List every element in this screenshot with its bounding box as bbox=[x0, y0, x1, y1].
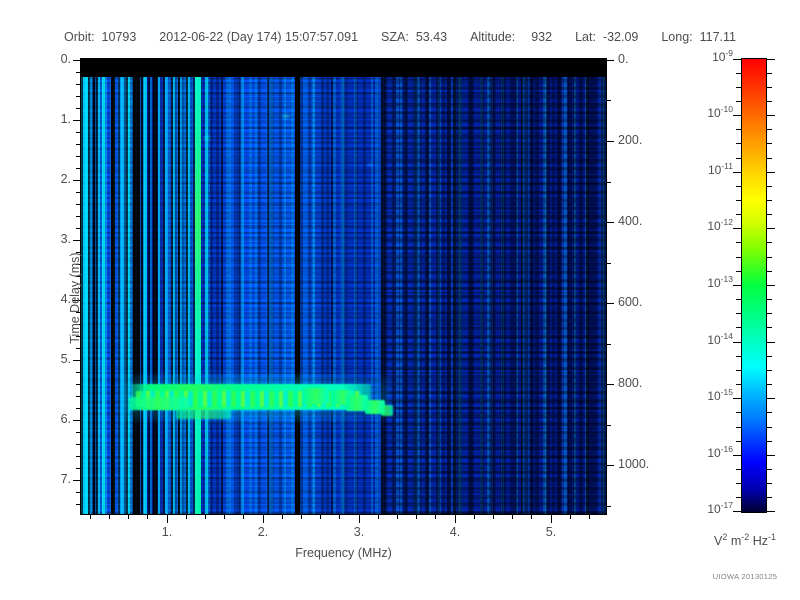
datetime-value: 2012-06-22 (Day 174) 15:07:57.091 bbox=[159, 30, 359, 44]
interference-column bbox=[586, 77, 589, 514]
colorbar-tick-label: 10-17 bbox=[707, 500, 733, 516]
high-frequency-dark-region bbox=[381, 77, 606, 514]
y-right-tick-label: 0. bbox=[618, 52, 629, 66]
interference-column bbox=[111, 77, 115, 514]
y-left-tick-label: 5. bbox=[60, 352, 71, 366]
y-axis-title: Time Delay (ms) bbox=[68, 252, 82, 344]
figure-header: Orbit: 10793 2012-06-22 (Day 174) 15:07:… bbox=[0, 30, 800, 44]
x-axis-major-tick bbox=[167, 514, 168, 523]
y-left-tick-label: 0. bbox=[60, 52, 71, 66]
sza-label: SZA: bbox=[381, 30, 409, 44]
interference-column bbox=[85, 77, 88, 514]
colorbar-tick-label: 10-16 bbox=[707, 444, 733, 460]
y-right-tick-label: 1000. bbox=[618, 457, 650, 471]
y-right-tick-label: 200. bbox=[618, 133, 643, 147]
echo-trace-fragment bbox=[129, 397, 189, 410]
y2-axis-major-tick bbox=[606, 60, 614, 61]
interference-column bbox=[153, 77, 157, 514]
spectrogram-image bbox=[81, 59, 606, 514]
lat-label: Lat: bbox=[575, 30, 596, 44]
y2-axis-major-tick bbox=[606, 222, 614, 223]
x-tick-label: 4. bbox=[449, 525, 461, 539]
colorbar-tick-label: 10-14 bbox=[707, 331, 733, 347]
interference-column bbox=[221, 77, 223, 514]
x-axis-title: Frequency (MHz) bbox=[295, 546, 392, 560]
x-tick-label: 5. bbox=[545, 525, 557, 539]
x-axis-major-tick bbox=[551, 514, 552, 523]
credit-label: UIOWA 20130125 bbox=[712, 572, 778, 581]
echo-trace-fragment bbox=[303, 388, 329, 404]
interference-column bbox=[121, 77, 124, 514]
interference-column bbox=[205, 77, 208, 514]
y2-axis-major-tick bbox=[606, 384, 614, 385]
colorbar-tick-label: 10-13 bbox=[707, 274, 733, 290]
y-right-tick-label: 600. bbox=[618, 295, 643, 309]
y-axis-major-tick bbox=[73, 60, 81, 61]
interference-column bbox=[133, 77, 140, 514]
colorbar-units-label: V2 m-2 Hz-1 bbox=[713, 531, 777, 548]
y2-axis-major-tick bbox=[606, 465, 614, 466]
y-right-tick-label: 400. bbox=[618, 214, 643, 228]
x-tick-label: 1. bbox=[161, 525, 173, 539]
echo-trace-fragment bbox=[176, 408, 231, 419]
colorbar-tick-label: 10-15 bbox=[707, 387, 733, 403]
x-axis-major-tick bbox=[263, 514, 264, 523]
colorbar: 10-9 10-10 10-11 10-12 10-13 10-14 10-15… bbox=[707, 49, 775, 516]
long-label: Long: bbox=[661, 30, 693, 44]
colorbar-tick-label: 10-10 bbox=[707, 104, 733, 120]
colorbar-tick-label: 10-11 bbox=[707, 161, 733, 177]
y-left-tick-label: 1. bbox=[60, 112, 71, 126]
altitude-value: 932 bbox=[531, 30, 553, 44]
y-left-tick-label: 3. bbox=[60, 232, 71, 246]
y-left-tick-label: 7. bbox=[60, 472, 71, 486]
y2-axis-major-tick bbox=[606, 141, 614, 142]
interference-column bbox=[93, 77, 95, 514]
altitude-label: Altitude: bbox=[470, 30, 516, 44]
x-tick-label: 2. bbox=[257, 525, 269, 539]
y-right-tick-label: 800. bbox=[618, 376, 643, 390]
colorbar-tick-label: 10-12 bbox=[707, 217, 733, 233]
y-left-tick-label: 2. bbox=[60, 172, 71, 186]
y-axis-major-tick bbox=[73, 420, 81, 421]
long-value: 117.11 bbox=[699, 30, 737, 44]
ionogram-plot-area: 0. 1. 2. 3. 4. 5. 6. 7. bbox=[61, 52, 650, 560]
data-gap-2-35mhz bbox=[295, 77, 300, 514]
interference-column bbox=[144, 77, 147, 514]
y-axis-major-tick bbox=[73, 300, 81, 301]
colorbar-gradient bbox=[741, 58, 767, 513]
y-axis-major-tick bbox=[73, 480, 81, 481]
x-axis-major-tick bbox=[455, 514, 456, 523]
interference-column bbox=[331, 77, 333, 514]
interference-column bbox=[165, 77, 168, 514]
interference-column bbox=[267, 77, 269, 514]
echo-trace-fragment bbox=[381, 405, 393, 416]
interference-column bbox=[241, 77, 244, 514]
colorbar-tick-label: 10-9 bbox=[712, 48, 733, 64]
y-axis-major-tick bbox=[73, 240, 81, 241]
orbit-label: Orbit: bbox=[63, 30, 95, 44]
x-axis-major-tick bbox=[359, 514, 360, 523]
y-axis-major-tick bbox=[73, 360, 81, 361]
orbit-value: 10793 bbox=[101, 30, 137, 44]
low-frequency-striping bbox=[81, 77, 201, 514]
sza-value: 53.43 bbox=[415, 30, 448, 44]
interference-column bbox=[521, 77, 523, 514]
interference-column bbox=[381, 77, 383, 514]
x-tick-label: 3. bbox=[353, 525, 365, 539]
y2-axis-major-tick bbox=[606, 303, 614, 304]
transmitter-saturation-band bbox=[81, 59, 606, 77]
echo-trace-fragment bbox=[346, 395, 368, 411]
y-left-tick-label: 6. bbox=[60, 412, 71, 426]
echo-trace-fragment bbox=[365, 400, 385, 414]
interference-column bbox=[102, 77, 105, 514]
y-axis-major-tick bbox=[73, 180, 81, 181]
interference-line-1-37mhz bbox=[195, 77, 201, 514]
lat-value: -32.09 bbox=[602, 30, 639, 44]
y-left-tick-label: 4. bbox=[60, 292, 71, 306]
interference-column bbox=[453, 77, 456, 514]
y-axis-major-tick bbox=[73, 120, 81, 121]
interference-column bbox=[178, 77, 180, 514]
